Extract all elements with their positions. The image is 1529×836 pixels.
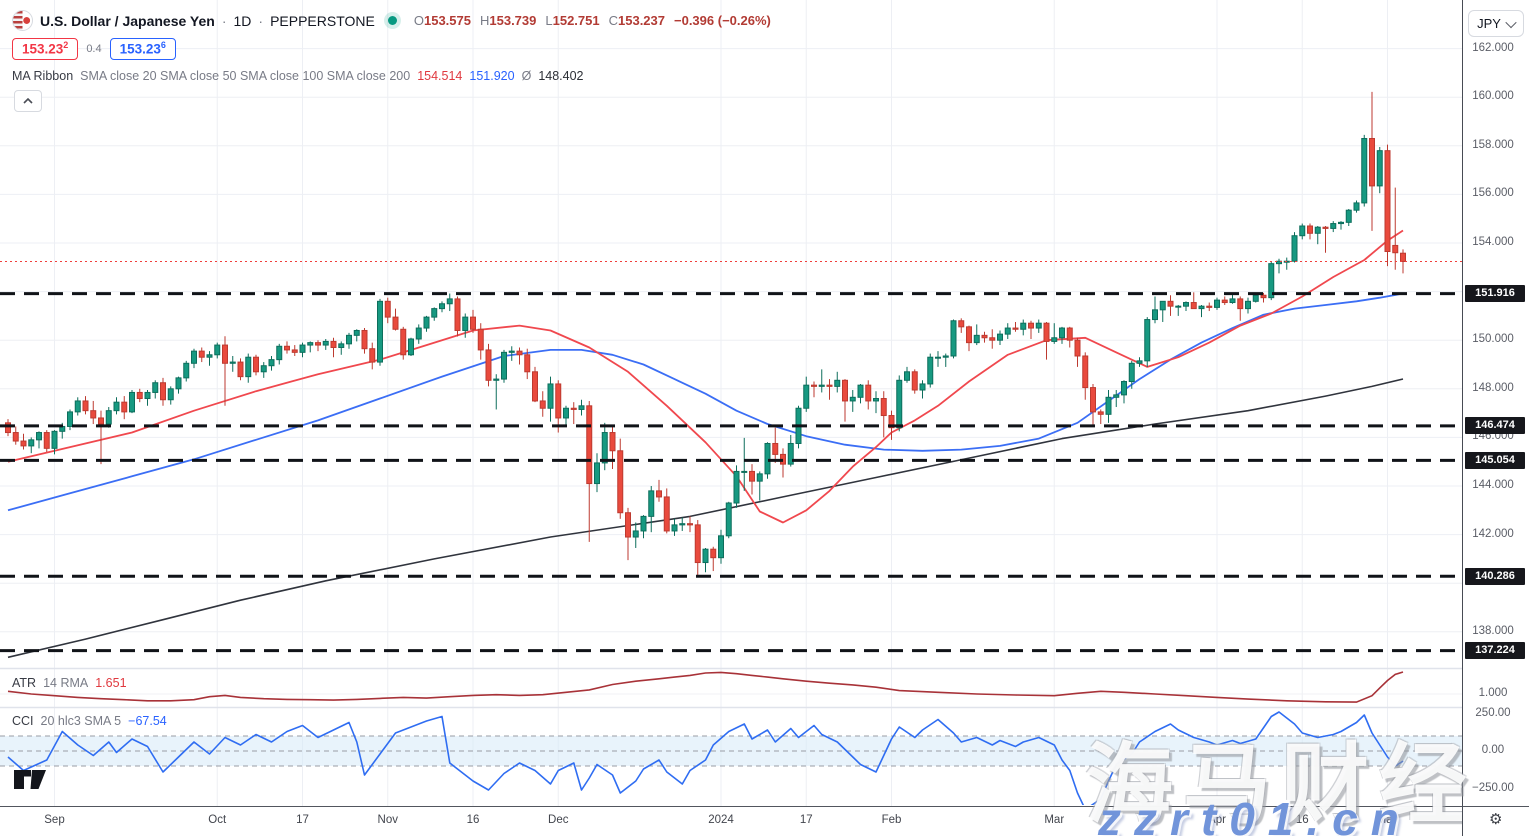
price-axis[interactable]: JPY 162.000 160.000 158.000 156.000 154.000 1… [1462,0,1529,806]
change-value: −0.396 (−0.26%) [674,13,771,28]
indicator-name: MA Ribbon [12,68,74,83]
price-tick-label: 148.000 [1472,381,1514,394]
level-price-badge: 146.474 [1465,417,1525,435]
sma20-value: 154.514 [417,68,463,83]
level-price-badge: 151.916 [1465,285,1525,303]
currency-label: JPY [1477,16,1501,31]
cci-tick-label: 0.00 [1481,744,1505,756]
sma200-value: 148.402 [538,68,584,83]
symbol-title[interactable]: U.S. Dollar / Japanese Yen [40,12,215,29]
gridlines [0,0,1462,806]
time-tick-label: 2024 [708,814,734,826]
ohlc-values: O153.575 H153.739 L152.751 C153.237 −0.3… [413,13,771,28]
time-tick-label: Apr [1208,814,1226,826]
open-value: 153.575 [423,13,471,28]
average-symbol: Ø [521,68,532,83]
cci-name: CCI [12,714,34,728]
level-price-badge: 145.054 [1465,451,1525,469]
market-status-dot[interactable] [387,16,397,25]
time-tick-label: 17 [799,814,813,826]
cci-value: −67.54 [128,714,167,728]
time-axis[interactable]: Sep Oct 17 Nov 16 Dec 2024 17 Feb Mar Apr 16 May [0,806,1462,836]
low-value: 152.751 [552,13,600,28]
price-tick-label: 144.000 [1472,479,1514,491]
axis-corner: ⚙ [1462,806,1529,836]
buy-price-button[interactable]: 153.236 [109,38,176,60]
spread-value: 0.4 [86,42,102,55]
tradingview-logo-icon[interactable] [14,770,46,794]
chevron-up-icon [23,98,33,104]
main-chart-canvas[interactable] [0,0,1462,806]
time-tick-label: Feb [881,814,902,826]
level-price-badge: 140.286 [1465,567,1525,585]
time-tick-label: Sep [44,814,65,826]
cci-tick-label: 250.00 [1475,706,1511,719]
time-tick-label: Dec [548,814,569,826]
atr-name: ATR [12,676,37,690]
price-tick-label: 142.000 [1472,527,1514,540]
close-value: 153.237 [618,13,665,28]
cci-indicator-legend[interactable]: CCI 20 hlc3 SMA 5 −67.54 [12,714,167,728]
symbol-flag-icon [12,10,33,31]
time-tick-label: 16 [466,814,480,826]
price-tick-label: 158.000 [1472,138,1514,151]
atr-tick-label: 1.000 [1478,687,1508,699]
price-tick-label: 160.000 [1472,90,1514,103]
chevron-down-icon [1505,16,1517,28]
candlestick-series [5,91,1406,578]
sma200-line [7,378,1404,659]
price-tick-label: 138.000 [1472,624,1514,637]
timeframe[interactable]: 1D [233,12,252,29]
atr-params: 14 RMA [43,676,89,690]
collapse-pane-button[interactable] [14,90,42,112]
time-tick-label: 16 [1295,814,1309,826]
chart-legend: U.S. Dollar / Japanese Yen · 1D · PEPPER… [12,10,771,112]
exchange[interactable]: PEPPERSTONE [270,12,375,29]
gear-icon[interactable]: ⚙ [1489,811,1503,828]
time-tick-label: May [1376,814,1399,826]
high-value: 153.739 [489,13,537,28]
price-tick-label: 150.000 [1472,333,1514,346]
time-tick-label: Oct [208,814,227,826]
atr-value: 1.651 [95,676,127,690]
symbol-row[interactable]: U.S. Dollar / Japanese Yen · 1D · PEPPER… [12,10,771,31]
cci-line [7,711,1404,805]
cci-tick-label: −250.00 [1472,781,1514,794]
time-tick-label: Mar [1044,814,1065,826]
sma50-line [7,292,1404,512]
bid-ask-row: 153.232 0.4 153.236 [12,38,771,60]
time-tick-label: Nov [377,814,398,826]
price-tick-label: 156.000 [1472,187,1514,200]
currency-selector[interactable]: JPY [1468,10,1524,37]
atr-indicator-legend[interactable]: ATR 14 RMA 1.651 [12,676,127,690]
sma50-value: 151.920 [469,68,515,83]
separator: · [258,12,264,29]
price-tick-label: 162.000 [1472,41,1514,54]
price-tick-label: 154.000 [1472,236,1514,248]
indicator-params: SMA close 20 SMA close 50 SMA close 100 … [80,68,411,83]
time-tick-label: 17 [296,814,309,826]
cci-params: 20 hlc3 SMA 5 [40,714,122,728]
level-price-badge: 137.224 [1465,642,1525,660]
atr-line [7,671,1404,703]
sell-price-button[interactable]: 153.232 [12,38,79,60]
ma-ribbon-legend[interactable]: MA Ribbon SMA close 20 SMA close 50 SMA … [12,69,771,83]
separator: · [221,12,227,29]
